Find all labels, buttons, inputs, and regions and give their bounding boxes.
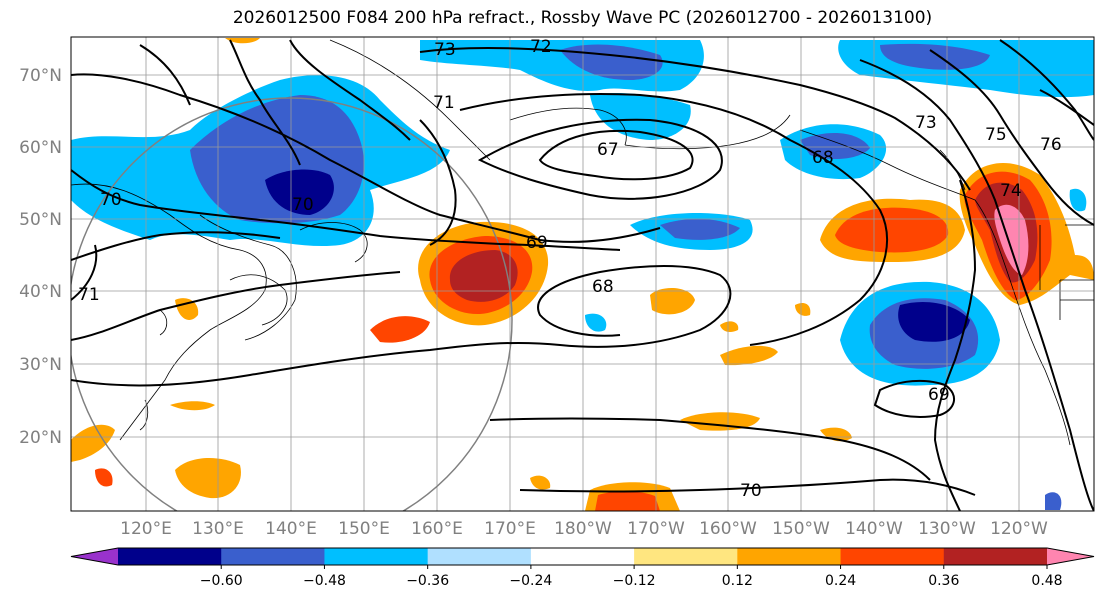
colorbar-ticks: −0.60 −0.48 −0.36 −0.24 −0.12 0.12 0.24 0.36 0.4… bbox=[200, 565, 1063, 589]
lat-label: 50°N bbox=[19, 210, 62, 230]
contour-label: 70 bbox=[100, 190, 122, 210]
colorbar-extend-min bbox=[71, 548, 118, 565]
colorbar-tick-label: −0.60 bbox=[200, 573, 243, 589]
colorbar-segment bbox=[118, 548, 222, 565]
map-title: 2026012500 F084 200 hPa refract., Rossby… bbox=[232, 8, 933, 28]
lat-label: 30°N bbox=[19, 355, 62, 375]
colorbar-segment bbox=[943, 548, 1048, 565]
colorbar-segment bbox=[530, 548, 635, 565]
contour-label: 70 bbox=[292, 195, 314, 215]
colorbar-tick-label: −0.36 bbox=[406, 573, 449, 589]
contour-label: 71 bbox=[433, 93, 455, 113]
lat-label: 60°N bbox=[19, 138, 62, 158]
colorbar-segment bbox=[221, 548, 325, 565]
lat-label: 20°N bbox=[19, 428, 62, 448]
lat-label: 40°N bbox=[19, 282, 62, 302]
contour-label: 68 bbox=[812, 148, 834, 168]
colorbar-outline bbox=[70, 547, 1095, 566]
colorbar-segment bbox=[737, 548, 842, 565]
lon-label: 150°W bbox=[772, 519, 830, 539]
contour-labels: 73 72 71 70 70 69 68 67 68 73 75 76 74 6… bbox=[78, 37, 1062, 501]
refractivity-contours bbox=[71, 39, 1094, 511]
colorbar bbox=[70, 547, 1095, 566]
contour-label: 70 bbox=[740, 481, 762, 501]
map-panel: 73 72 71 70 70 69 68 67 68 73 75 76 74 6… bbox=[71, 37, 1094, 511]
lon-label: 140°W bbox=[845, 519, 903, 539]
contour-label: 69 bbox=[928, 385, 950, 405]
lon-label: 160°W bbox=[699, 519, 757, 539]
contour-label: 75 bbox=[985, 125, 1007, 145]
longitude-labels: 120°E 130°E 140°E 150°E 160°E 170°E 180°… bbox=[120, 519, 1048, 539]
gridlines bbox=[71, 37, 1094, 511]
contour-label: 73 bbox=[915, 113, 937, 133]
reference-circle bbox=[71, 97, 513, 511]
lon-label: 130°E bbox=[192, 519, 244, 539]
colorbar-segment bbox=[324, 548, 429, 565]
lon-label: 180°W bbox=[554, 519, 612, 539]
lon-label: 160°E bbox=[411, 519, 463, 539]
positive-anomaly-shading bbox=[71, 38, 1094, 511]
contour-label: 71 bbox=[78, 285, 100, 305]
lon-label: 120°W bbox=[990, 519, 1048, 539]
colorbar-extend-max bbox=[1047, 548, 1094, 565]
colorbar-tick-label: −0.24 bbox=[509, 573, 552, 589]
lon-label: 150°E bbox=[338, 519, 390, 539]
contour-label: 67 bbox=[597, 140, 619, 160]
lon-label: 140°E bbox=[265, 519, 317, 539]
lon-label: 120°E bbox=[120, 519, 172, 539]
colorbar-segment bbox=[840, 548, 945, 565]
colorbar-tick-label: 0.48 bbox=[1031, 573, 1062, 589]
lon-label: 170°W bbox=[627, 519, 685, 539]
lon-label: 170°E bbox=[484, 519, 536, 539]
lat-label: 70°N bbox=[19, 66, 62, 86]
lon-label: 130°W bbox=[918, 519, 976, 539]
contour-label: 73 bbox=[434, 40, 456, 60]
contour-label: 76 bbox=[1040, 135, 1062, 155]
colorbar-segment bbox=[427, 548, 532, 565]
contour-label: 72 bbox=[530, 37, 552, 57]
contour-label: 69 bbox=[526, 233, 548, 253]
latitude-labels: 70°N 60°N 50°N 40°N 30°N 20°N bbox=[19, 66, 62, 448]
map-frame bbox=[70, 36, 1095, 512]
colorbar-tick-label: −0.12 bbox=[613, 573, 656, 589]
colorbar-segment bbox=[634, 548, 738, 565]
colorbar-tick-label: 0.36 bbox=[928, 573, 959, 589]
colorbar-tick-label: −0.48 bbox=[303, 573, 346, 589]
contour-label: 74 bbox=[1000, 181, 1022, 201]
contour-label: 68 bbox=[592, 277, 614, 297]
colorbar-tick-label: 0.12 bbox=[722, 573, 753, 589]
colorbar-tick-label: 0.24 bbox=[825, 573, 856, 589]
